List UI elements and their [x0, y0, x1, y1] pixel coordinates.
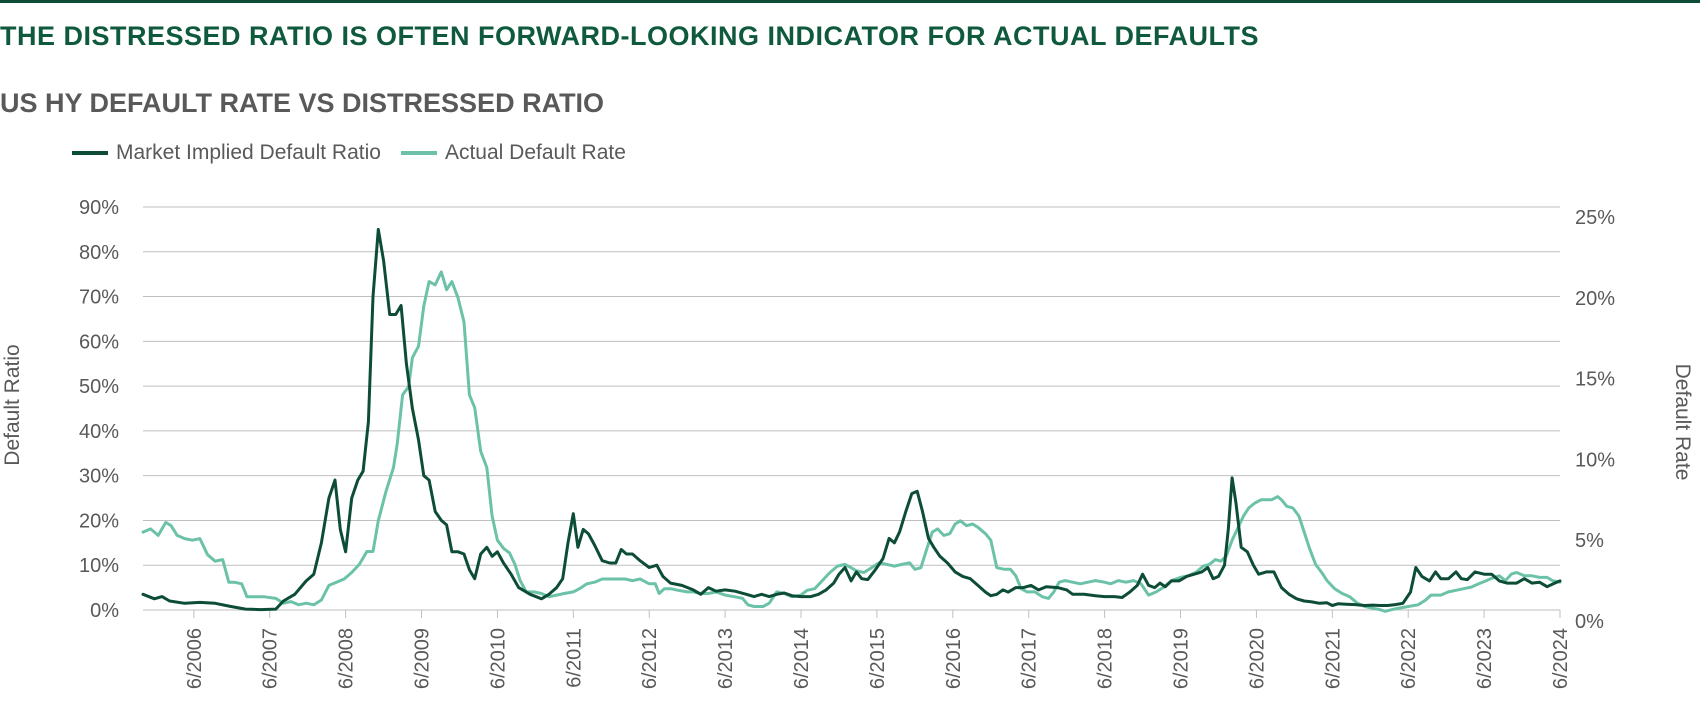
y-right-tick-label: 25%	[1575, 207, 1615, 229]
legend-item-actual-default[interactable]: Actual Default Rate	[400, 141, 626, 165]
x-tick-label: 6/2024	[1550, 628, 1572, 689]
y-left-tick-label: 50%	[79, 376, 119, 398]
x-tick-label: 6/2008	[336, 628, 358, 689]
x-tick-label: 6/2009	[412, 628, 434, 689]
y-left-tick-label: 0%	[90, 600, 119, 622]
y-left-tick-label: 30%	[79, 466, 119, 488]
x-tick-label: 6/2015	[867, 628, 889, 689]
x-tick-label: 6/2010	[487, 628, 509, 689]
y-axis-label-left: Default Ratio	[1, 344, 24, 465]
x-tick-label: 6/2006	[184, 628, 206, 689]
y-left-tick-label: 90%	[79, 197, 119, 219]
gridlines	[143, 206, 1560, 611]
x-tick-label: 6/2020	[1246, 628, 1268, 689]
y-left-tick-label: 20%	[79, 510, 119, 532]
y-right-tick-label: 20%	[1575, 288, 1615, 310]
legend-swatch-light	[400, 151, 437, 155]
y-right-tick-label: 0%	[1575, 611, 1604, 633]
x-tick-label: 6/2013	[715, 628, 737, 689]
y-left-tick-label: 80%	[79, 242, 119, 264]
series-line-actual-default	[141, 270, 1562, 613]
chart-subtitle: US HY DEFAULT RATE VS DISTRESSED RATIO	[0, 88, 605, 118]
y-left-tick-label: 10%	[79, 555, 119, 577]
left-y-axis: 0% 10% 20% 30% 40% 50% 60% 70% 80% 90%	[79, 197, 119, 622]
chart-title: THE DISTRESSED RATIO IS OFTEN FORWARD-LO…	[0, 21, 1259, 51]
x-tick-label: 6/2022	[1398, 628, 1420, 689]
legend-label-actual-default: Actual Default Rate	[444, 141, 626, 164]
x-tick-label: 6/2011	[563, 628, 585, 688]
y-left-tick-label: 60%	[79, 331, 119, 353]
x-axis: 6/2006 6/2007 6/2008 6/2009 6/2010 6/2011 6/20…	[143, 609, 1572, 689]
x-tick-label: 6/2021	[1322, 628, 1344, 689]
top-rule	[0, 0, 1700, 3]
series-lines	[141, 227, 1562, 613]
x-tick-label: 6/2018	[1095, 628, 1117, 689]
legend-item-market-implied[interactable]: Market Implied Default Ratio	[72, 141, 381, 165]
legend: Market Implied Default Ratio Actual Defa…	[72, 141, 646, 165]
right-y-axis: 0% 5% 10% 15% 20% 25%	[1575, 207, 1615, 633]
legend-label-market-implied: Market Implied Default Ratio	[116, 141, 381, 164]
x-tick-label: 6/2007	[260, 628, 282, 689]
x-tick-label: 6/2019	[1171, 628, 1193, 689]
legend-swatch-dark	[72, 151, 108, 155]
y-right-tick-label: 10%	[1575, 449, 1615, 471]
x-tick-label: 6/2012	[639, 628, 661, 689]
x-tick-label: 6/2017	[1019, 628, 1041, 689]
series-line-market-implied	[141, 227, 1562, 612]
y-left-tick-label: 40%	[79, 421, 119, 443]
y-left-tick-label: 70%	[79, 287, 119, 309]
y-right-tick-label: 5%	[1575, 530, 1604, 552]
y-axis-label-right: Default Rate	[1671, 364, 1694, 481]
y-right-tick-label: 15%	[1575, 369, 1615, 391]
x-tick-label: 6/2016	[943, 628, 965, 689]
x-tick-label: 6/2014	[791, 628, 813, 689]
x-tick-label: 6/2023	[1474, 628, 1496, 689]
